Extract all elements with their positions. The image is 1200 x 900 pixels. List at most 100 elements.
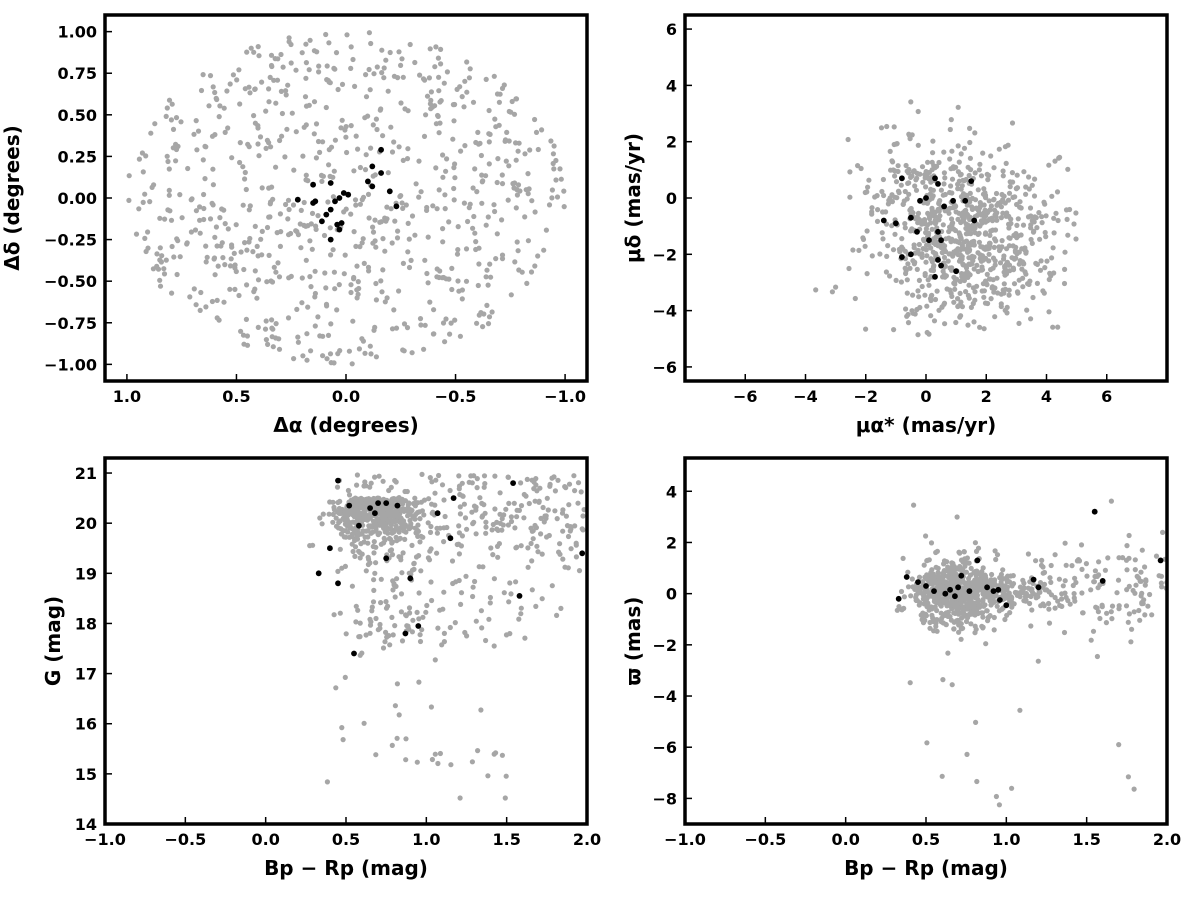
member-point [1035, 584, 1042, 591]
field-point [1079, 566, 1085, 573]
field-point [935, 214, 942, 220]
field-point [438, 46, 444, 53]
field-point [1083, 561, 1089, 567]
field-point [412, 525, 418, 531]
field-point [1123, 557, 1130, 563]
field-point [288, 41, 294, 48]
field-point [283, 201, 289, 208]
field-point [494, 231, 500, 237]
field-point [982, 573, 989, 579]
field-point [969, 204, 975, 210]
field-point [972, 592, 978, 598]
field-point [315, 314, 321, 320]
field-point [373, 560, 379, 566]
field-point [389, 552, 396, 558]
field-point [551, 474, 557, 480]
field-point [1090, 628, 1097, 634]
field-point [1006, 262, 1012, 268]
field-point [501, 590, 507, 596]
field-point [348, 211, 354, 217]
field-point [507, 580, 513, 586]
field-point [1051, 215, 1057, 221]
field-point [987, 232, 993, 238]
member-point [968, 178, 975, 185]
field-point [943, 622, 949, 628]
field-point [850, 247, 856, 253]
field-point [440, 606, 446, 612]
field-point [1126, 583, 1132, 590]
field-point [963, 231, 970, 237]
field-point [966, 172, 972, 179]
field-point [353, 603, 359, 609]
field-point [1048, 592, 1055, 598]
field-point [408, 257, 414, 263]
field-point [937, 598, 943, 604]
field-point [524, 280, 530, 286]
x-tick-label: 0.5 [222, 387, 250, 406]
member-point [971, 217, 978, 224]
field-point [452, 161, 458, 167]
field-point [295, 334, 301, 340]
field-point [418, 189, 424, 195]
field-point [1021, 598, 1027, 604]
field-point [982, 602, 988, 608]
field-point [481, 473, 488, 479]
field-point [276, 274, 283, 280]
field-point [262, 326, 269, 332]
field-point [1099, 604, 1105, 610]
member-point [372, 510, 378, 517]
y-tick-label: −0.25 [44, 231, 97, 250]
field-point [233, 222, 239, 228]
x-tick-label: 0.5 [332, 830, 360, 849]
field-point [363, 72, 369, 78]
field-point [457, 491, 463, 498]
field-point [387, 49, 393, 56]
field-point [1014, 235, 1020, 241]
field-point [1071, 221, 1077, 227]
field-point [539, 127, 545, 133]
panel-colour-parallax: Bp − Rp (mag) ϖ (mas) −1.0 −0.5 0.0 0.5 1.0 1… [621, 456, 1181, 880]
field-point [313, 226, 319, 232]
member-point [351, 650, 357, 657]
field-point [434, 206, 440, 212]
field-point [377, 107, 383, 113]
field-point [966, 215, 972, 221]
field-point [984, 271, 990, 277]
field-point [273, 164, 279, 170]
field-point [467, 66, 473, 72]
field-point [909, 132, 915, 138]
field-point [425, 280, 431, 286]
field-point [357, 620, 363, 626]
field-point [929, 195, 935, 201]
field-point [440, 174, 446, 180]
member-point [369, 163, 376, 170]
field-point [932, 296, 939, 303]
field-point [145, 245, 151, 251]
field-point [173, 146, 180, 153]
field-point [230, 72, 236, 78]
field-point [1028, 236, 1034, 243]
field-point [371, 587, 377, 594]
field-point [539, 596, 545, 602]
field-point [308, 348, 314, 354]
field-point [968, 565, 974, 572]
field-point [942, 175, 948, 181]
field-point [381, 65, 387, 71]
field-point [432, 657, 438, 663]
field-point [992, 262, 998, 268]
field-point [213, 224, 219, 230]
field-point [983, 230, 989, 236]
field-point [923, 259, 929, 265]
plot-frame [103, 13, 589, 383]
field-point [895, 163, 901, 169]
field-point [483, 274, 489, 280]
field-point [1050, 245, 1056, 251]
field-point [938, 603, 944, 609]
y-tick-label: −1.00 [44, 355, 97, 374]
field-point [417, 632, 423, 638]
field-point [436, 130, 442, 136]
field-point [990, 593, 996, 599]
field-point [443, 168, 449, 174]
field-point [394, 681, 400, 687]
field-point [962, 558, 968, 564]
